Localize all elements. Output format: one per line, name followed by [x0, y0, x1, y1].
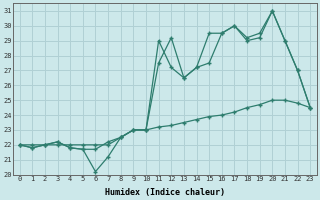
- X-axis label: Humidex (Indice chaleur): Humidex (Indice chaleur): [105, 188, 225, 197]
